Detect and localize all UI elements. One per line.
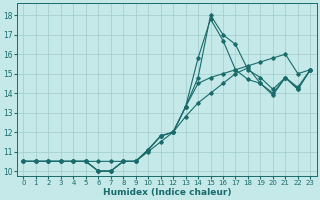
- X-axis label: Humidex (Indice chaleur): Humidex (Indice chaleur): [103, 188, 231, 197]
